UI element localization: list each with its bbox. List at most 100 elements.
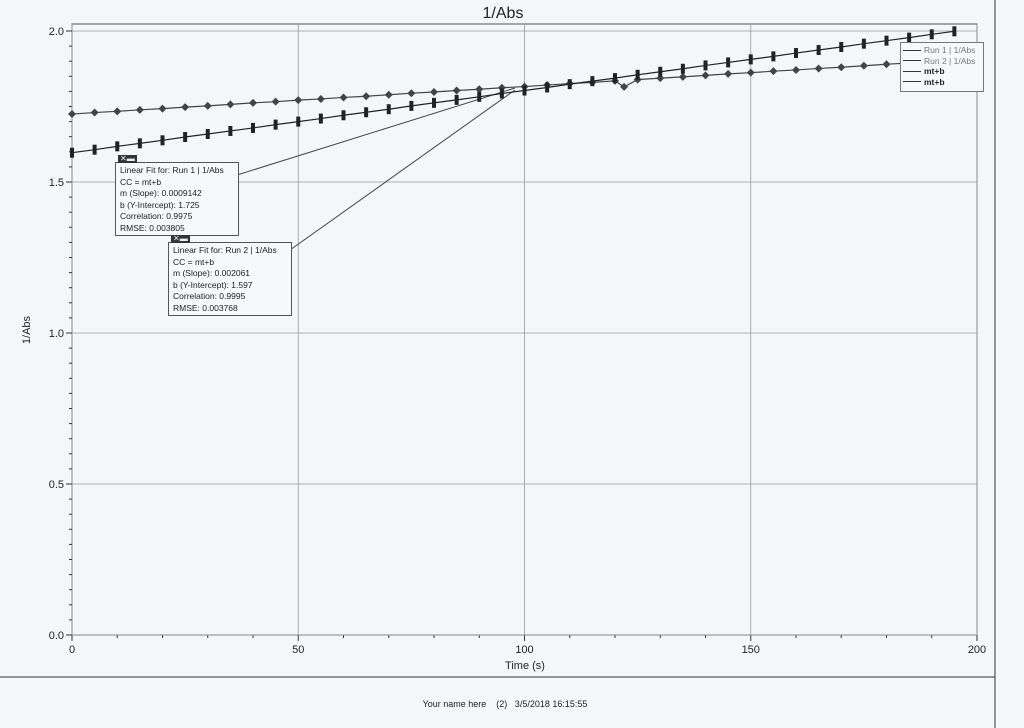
y-tick-label: 1.0: [49, 328, 64, 340]
run2-data-point: [567, 79, 572, 90]
close-icon[interactable]: ✕▬: [118, 154, 137, 163]
run1-data-point: [475, 85, 484, 94]
annotation-line: RMSE: 0.003768: [173, 302, 238, 313]
run2-data-point: [183, 132, 188, 143]
bar-marker-icon: [903, 60, 921, 62]
run2-data-point: [318, 113, 323, 124]
run1-data-point: [271, 97, 280, 106]
x-tick-label: 150: [742, 644, 760, 656]
run1-data-point: [837, 63, 846, 72]
run2-data-point: [477, 91, 482, 102]
run2-data-point: [726, 57, 731, 68]
run2-data-point: [794, 48, 798, 59]
run1-data-point: [158, 104, 167, 113]
run1-data-point: [746, 68, 755, 77]
annotation-line: Linear Fit for: Run 2 | 1/Abs: [173, 245, 277, 255]
annotation-leader: [289, 89, 516, 251]
annotation-line: RMSE: 0.003805: [120, 222, 185, 233]
run1-data-point: [882, 60, 891, 69]
run1-data-point: [769, 67, 778, 76]
run2-data-point: [545, 82, 550, 93]
annotation-line: CC = mt+b: [173, 256, 215, 267]
run2-data-point: [115, 141, 120, 152]
legend-item-run2: Run 2 | 1/Abs: [903, 56, 981, 67]
y-tick-label: 0.5: [49, 479, 64, 491]
footer-text: Your name here (2) 3/5/2018 16:15:55: [422, 699, 588, 709]
annotation-line: b (Y-Intercept): 1.725: [120, 199, 200, 210]
run1-data-point: [859, 61, 868, 70]
run2-data-point: [251, 122, 255, 133]
run2-data-point: [703, 60, 708, 71]
run1-data-point: [113, 107, 122, 116]
run1-data-point: [90, 108, 99, 117]
run2-data-point: [771, 51, 776, 62]
run2-data-point: [205, 128, 210, 139]
run1-data-point: [362, 92, 371, 101]
fit-annotation-run2[interactable]: ✕▬ Linear Fit for: Run 2 | 1/Abs CC = mt…: [168, 235, 292, 316]
x-tick-label: 0: [69, 644, 75, 656]
run2-data-point: [273, 119, 278, 130]
line-icon: [903, 70, 921, 72]
run1-data-point: [339, 93, 348, 102]
line-icon: [903, 81, 921, 83]
run2-data-point: [432, 97, 436, 108]
run2-data-point: [522, 85, 527, 96]
run2-data-point: [341, 110, 346, 121]
annotation-line: CC = mt+b: [120, 176, 162, 187]
x-tick-label: 100: [515, 644, 533, 656]
run2-data-point: [228, 125, 233, 136]
run1-data-point: [316, 94, 325, 103]
run2-data-point: [861, 38, 866, 49]
y-tick-label: 1.5: [49, 177, 64, 189]
y-axis-label: 1/Abs: [21, 315, 33, 344]
run1-data-point: [407, 89, 416, 98]
run1-data-point: [724, 69, 733, 78]
run2-data-point: [816, 45, 821, 56]
run2-data-point: [884, 35, 889, 46]
annotation-line: m (Slope): 0.002061: [173, 268, 251, 278]
run1-data-point: [203, 101, 212, 110]
run1-data-point: [68, 110, 76, 119]
run2-data-point: [137, 138, 142, 149]
run2-data-point: [70, 147, 74, 158]
run2-data-point: [364, 107, 369, 118]
run1-data-point: [384, 90, 393, 99]
run2-data-point: [409, 100, 414, 111]
run2-data-point: [839, 42, 844, 53]
run1-data-point: [181, 103, 190, 112]
x-tick-label: 200: [968, 644, 986, 656]
close-icon[interactable]: ✕▬: [171, 234, 190, 243]
run1-data-point: [792, 65, 800, 74]
run1-data-point: [226, 100, 235, 109]
annotation-line: m (Slope): 0.0009142: [120, 188, 202, 198]
series-line-2: [71, 30, 955, 154]
legend-item-fit2: mt+b: [903, 77, 981, 88]
diamond-marker-icon: [903, 49, 921, 51]
run2-data-point: [929, 29, 934, 40]
annotation-line: Correlation: 0.9995: [173, 291, 246, 301]
run2-data-point: [635, 69, 640, 80]
y-tick-label: 0.0: [49, 630, 64, 642]
run1-data-point: [430, 88, 438, 97]
run2-data-point: [454, 94, 459, 105]
run1-data-point: [452, 86, 461, 95]
run1-data-point: [701, 71, 710, 80]
x-axis-label: Time (s): [505, 660, 545, 672]
annotation-line: Correlation: 0.9975: [120, 211, 193, 221]
fit-annotation-run1[interactable]: ✕▬ Linear Fit for: Run 1 | 1/Abs CC = mt…: [115, 155, 239, 236]
annotation-line: b (Y-Intercept): 1.597: [173, 279, 253, 290]
y-tick-label: 2.0: [49, 26, 64, 38]
run2-data-point: [160, 135, 165, 146]
chart-title: 1/Abs: [483, 5, 524, 22]
run1-data-point: [294, 96, 303, 105]
annotation-line: Linear Fit for: Run 1 | 1/Abs: [120, 165, 224, 175]
run2-data-point: [907, 32, 912, 43]
run2-data-point: [680, 63, 685, 74]
run1-data-point: [814, 64, 823, 73]
x-tick-label: 50: [292, 644, 304, 656]
annotation-leader: [236, 87, 516, 176]
legend: Run 1 | 1/Abs Run 2 | 1/Abs mt+b mt+b: [900, 42, 984, 92]
run2-data-point: [499, 88, 504, 99]
run2-data-point: [296, 116, 301, 127]
